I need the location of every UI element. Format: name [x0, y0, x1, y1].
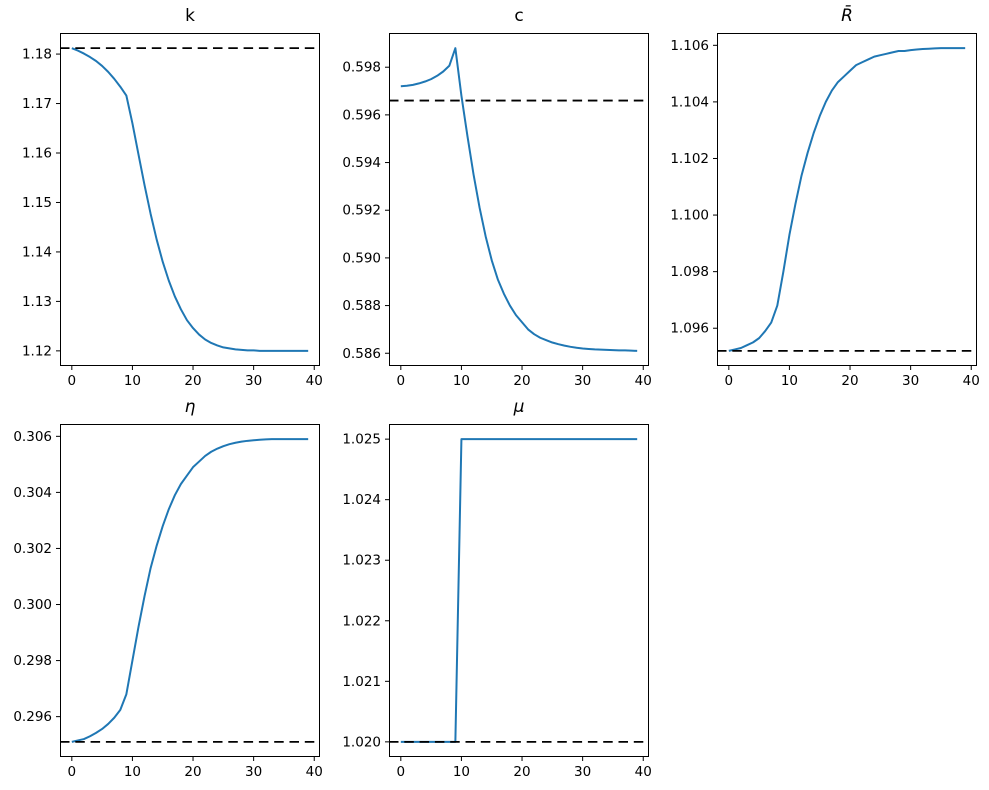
- x-tick-label: 10: [453, 764, 470, 780]
- x-tick-label: 20: [184, 373, 201, 389]
- axes-spines: [60, 33, 320, 366]
- series-line: [71, 438, 309, 743]
- y-tick-label: 0.304: [13, 485, 52, 501]
- y-tick-label: 0.298: [13, 653, 52, 669]
- x-tick-label: 10: [781, 373, 798, 389]
- y-tick-label: 1.102: [670, 151, 709, 167]
- plot-area-eta: 0 10 20 30 40 0.296 0.298 0.300 0.302 0.304 0.306: [13, 424, 323, 780]
- subplot-title-rbar: R̄: [841, 6, 853, 26]
- x-tick-label: 10: [124, 373, 141, 389]
- y-tick-label: 0.306: [13, 429, 52, 445]
- y-tick-label: 1.13: [22, 294, 52, 310]
- axes-spines: [60, 424, 320, 757]
- x-tick-label: 0: [68, 764, 77, 780]
- subplot-title-k: k: [185, 6, 195, 26]
- x-tick-label: 0: [68, 373, 77, 389]
- y-tick-label: 1.098: [670, 264, 709, 280]
- y-tick-label: 1.17: [22, 96, 52, 112]
- series-line: [728, 47, 966, 352]
- x-tick-label: 40: [963, 373, 980, 389]
- plot-area-c: 0 10 20 30 40 0.586 0.588 0.590 0.592 0.594 0.596 0…: [342, 33, 652, 389]
- y-tick-label: 1.14: [22, 244, 52, 260]
- x-tick-label: 40: [306, 373, 323, 389]
- y-tick-label: 1.021: [342, 674, 381, 690]
- x-tick-label: 40: [306, 764, 323, 780]
- y-tick-label: 0.592: [342, 203, 381, 219]
- y-tick-label: 1.024: [342, 492, 381, 508]
- series-line: [400, 47, 638, 352]
- x-tick-label: 30: [245, 373, 262, 389]
- x-tick-label: 30: [574, 373, 591, 389]
- y-tick-label: 0.598: [342, 60, 381, 76]
- x-tick-label: 30: [245, 764, 262, 780]
- x-tick-label: 40: [635, 373, 652, 389]
- subplot-title-eta: η: [184, 397, 196, 417]
- axes-spines: [717, 33, 977, 366]
- x-tick-label: 30: [574, 764, 591, 780]
- y-tick-label: 0.596: [342, 107, 381, 123]
- y-tick-label: 1.025: [342, 432, 381, 448]
- y-tick-label: 1.12: [22, 343, 52, 359]
- y-tick-label: 0.588: [342, 298, 381, 314]
- x-tick-label: 0: [725, 373, 734, 389]
- y-tick-label: 0.296: [13, 709, 52, 725]
- x-tick-label: 0: [397, 764, 406, 780]
- x-tick-label: 10: [124, 764, 141, 780]
- plot-area-rbar: 0 10 20 30 40 1.096 1.098 1.100 1.102 1.104 1.106: [670, 33, 980, 389]
- plot-area-k: 0 10 20 30 40 1.12 1.13 1.14 1.15 1.16 1.17 1.18: [22, 33, 323, 389]
- y-tick-label: 0.590: [342, 250, 381, 266]
- y-tick-label: 1.023: [342, 553, 381, 569]
- x-tick-label: 40: [635, 764, 652, 780]
- x-tick-label: 20: [513, 764, 530, 780]
- y-tick-label: 0.300: [13, 597, 52, 613]
- x-tick-label: 30: [902, 373, 919, 389]
- x-tick-label: 0: [397, 373, 406, 389]
- x-tick-label: 20: [184, 764, 201, 780]
- series-line: [400, 438, 638, 743]
- y-tick-label: 1.18: [22, 47, 52, 63]
- y-tick-label: 0.302: [13, 541, 52, 557]
- y-tick-label: 1.15: [22, 195, 52, 211]
- axes-spines: [389, 33, 649, 366]
- x-tick-label: 10: [453, 373, 470, 389]
- y-tick-label: 1.022: [342, 613, 381, 629]
- x-tick-label: 20: [841, 373, 858, 389]
- plot-area-mu: 0 10 20 30 40 1.020 1.021 1.022 1.023 1.024 1.025: [342, 424, 652, 780]
- y-tick-label: 1.104: [670, 94, 709, 110]
- y-tick-label: 0.586: [342, 346, 381, 362]
- y-tick-label: 0.594: [342, 155, 381, 171]
- y-tick-label: 1.020: [342, 734, 381, 750]
- subplot-title-mu: μ: [513, 397, 525, 417]
- axes-spines: [389, 424, 649, 757]
- y-tick-label: 1.100: [670, 208, 709, 224]
- subplot-title-c: c: [514, 6, 524, 26]
- y-tick-label: 1.16: [22, 146, 52, 162]
- x-tick-label: 20: [513, 373, 530, 389]
- series-line: [71, 47, 309, 352]
- y-tick-label: 1.096: [670, 321, 709, 337]
- y-tick-label: 1.106: [670, 38, 709, 54]
